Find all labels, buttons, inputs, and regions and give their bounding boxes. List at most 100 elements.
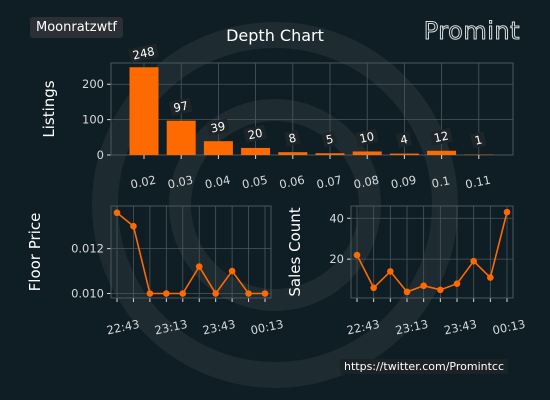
x-tick-label: 0.06 [278, 173, 306, 192]
data-point [487, 274, 494, 281]
data-point [195, 263, 203, 270]
chart-title: Depth Chart [226, 26, 324, 45]
data-point [228, 267, 236, 275]
bar-value-label: 8 [287, 131, 297, 146]
x-tick-label: 23:43 [443, 317, 478, 338]
collection-name-badge: Moonratzwtf [30, 17, 123, 38]
bar-value-label-group: 4 [395, 131, 413, 148]
bar-value-label-box [284, 129, 301, 147]
bar-value-label-group: 20 [243, 124, 267, 143]
x-tick-label: 0.09 [390, 173, 418, 192]
floor-price-panel: 0.010 0.012 22:43 23:13 23:43 00:13 Floor Pric… [26, 205, 285, 338]
data-point [113, 209, 121, 217]
data-point [387, 268, 394, 275]
y-tick-label: 20 [329, 252, 344, 266]
x-tick-label: 0.05 [241, 173, 269, 192]
depth-chart-panel: 0 100 200 0.02 248 0.03 97 0.04 39 0.05 20 0.06 8 0.0… [40, 43, 514, 192]
source-link[interactable]: https://twitter.com/Promintcc [340, 359, 508, 374]
bar-value-label-group: 8 [284, 129, 301, 147]
data-point [245, 290, 252, 297]
data-point [403, 288, 411, 296]
y-tick-label: 0.010 [71, 287, 104, 301]
bar-value-label: 20 [247, 126, 264, 143]
x-tick-label: 0.08 [352, 173, 380, 192]
data-point [370, 284, 377, 292]
x-tick-label: 00:13 [491, 317, 526, 338]
series-line [116, 212, 265, 295]
brand-logo: Promint [423, 17, 520, 46]
data-point [179, 290, 187, 297]
bar-value-label: 10 [358, 129, 375, 146]
data-point [503, 208, 511, 216]
x-tick-label: 0.04 [204, 173, 232, 192]
bar-value-label-group: 5 [321, 131, 338, 148]
bar-value-label-box [128, 43, 159, 64]
depth-bar [389, 153, 419, 155]
plot-frame [110, 62, 514, 156]
x-tick-label: 0.1 [430, 173, 451, 190]
bar-value-label-box [395, 131, 413, 148]
x-tick-label: 22:43 [345, 317, 380, 338]
bar-value-label-box [429, 127, 453, 146]
bar-value-label-group: 10 [355, 128, 379, 147]
bar-value-label-group: 1 [470, 131, 487, 149]
x-tick-label: 00:13 [249, 317, 284, 338]
y-axis-label: Listings [40, 80, 58, 137]
data-point [146, 290, 154, 297]
y-tick-label: 100 [82, 113, 104, 127]
bar-value-label-box [355, 128, 379, 147]
y-axis-label: Floor Price [26, 213, 44, 292]
depth-bar [203, 141, 233, 155]
depth-bar [315, 153, 345, 155]
x-tick-label: 0.03 [166, 173, 194, 192]
series-line [356, 211, 508, 293]
bar-value-label-group: 12 [429, 127, 453, 146]
data-point [163, 290, 170, 297]
bar-value-label-group: 97 [169, 97, 193, 116]
bar-value-label-box [321, 131, 338, 148]
x-tick-label: 0.02 [129, 173, 157, 192]
data-point [437, 286, 444, 294]
bar-value-label-box [243, 124, 267, 143]
data-point [353, 251, 361, 259]
data-point [212, 290, 219, 297]
x-tick-label: 0.07 [315, 173, 343, 192]
y-tick-label: 0.012 [71, 242, 104, 256]
depth-bar [241, 147, 271, 155]
x-tick-label: 22:43 [105, 317, 140, 338]
bar-value-label: 5 [325, 132, 335, 147]
bar-value-label: 97 [172, 98, 189, 115]
bar-value-label-group: 248 [128, 43, 159, 64]
plot-frame [110, 205, 272, 299]
bar-value-label-box [169, 97, 193, 116]
bar-value-label: 4 [399, 132, 409, 147]
bar-value-label: 248 [131, 44, 155, 62]
depth-bar [278, 152, 308, 155]
data-point [420, 282, 427, 290]
sales-count-panel: 20 40 22:43 23:13 23:43 00:13 Sales Count [286, 205, 527, 338]
depth-bar [427, 150, 457, 155]
x-tick-label: 23:43 [201, 317, 236, 338]
y-tick-label: 200 [82, 77, 104, 91]
data-point [470, 257, 477, 265]
bar-value-label: 12 [433, 128, 450, 145]
depth-bar [166, 120, 196, 155]
depth-bar [352, 151, 382, 155]
data-point [130, 222, 137, 230]
y-tick-label: 40 [329, 211, 344, 225]
bar-value-label: 39 [209, 119, 226, 136]
data-point [261, 290, 269, 297]
x-tick-label: 23:13 [394, 317, 429, 338]
data-point [453, 280, 461, 287]
depth-bar [129, 67, 159, 155]
bar-value-label-box [206, 118, 230, 137]
bar-value-label-group: 39 [206, 118, 230, 137]
plot-frame [350, 205, 514, 299]
bar-value-label-box [470, 131, 487, 149]
y-axis-label: Sales Count [286, 207, 304, 296]
x-tick-label: 0.11 [464, 173, 492, 192]
bar-value-label: 1 [473, 132, 483, 147]
x-tick-label: 23:13 [153, 317, 188, 338]
watermark-logo [92, 22, 458, 388]
